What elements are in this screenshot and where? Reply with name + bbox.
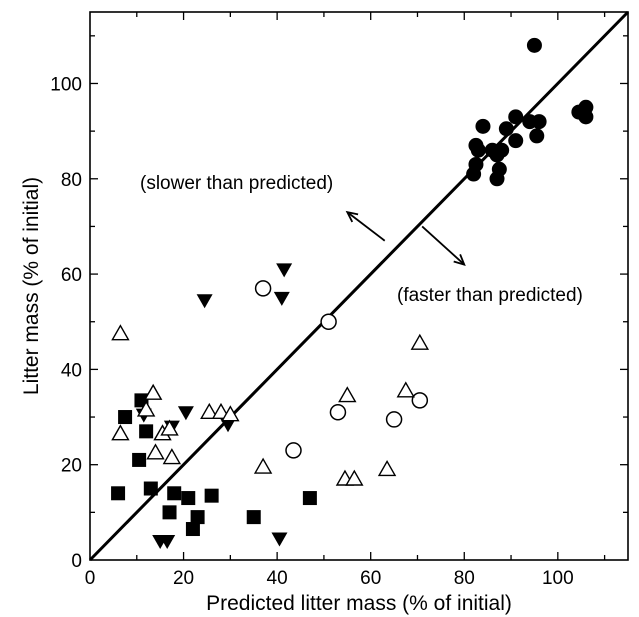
point-filled-circle — [508, 133, 524, 149]
x-tick-label: 40 — [267, 568, 288, 589]
point-filled-circle — [508, 109, 524, 125]
point-open-circle — [329, 404, 347, 421]
point-filled-circle — [529, 128, 545, 144]
y-tick-label: 40 — [61, 360, 82, 381]
point-filled-square — [167, 486, 182, 501]
point-open-circle — [320, 313, 337, 330]
faster-arrow-head — [453, 254, 466, 266]
annotation-faster: (faster than predicted) — [397, 285, 583, 306]
x-tick-label: 60 — [360, 568, 381, 589]
point-filled-circle — [498, 121, 514, 137]
x-axis-title: Predicted litter mass (% of initial) — [206, 592, 512, 615]
point-open-triangle-up — [111, 424, 130, 441]
point-filled-square — [204, 488, 219, 503]
point-filled-square — [118, 410, 133, 425]
point-filled-triangle-down — [196, 294, 213, 309]
y-tick-label: 0 — [71, 551, 82, 572]
point-filled-triangle-down — [273, 291, 290, 306]
y-tick-label: 80 — [61, 170, 82, 191]
point-open-triangle-up — [200, 402, 219, 419]
one-to-one-line — [88, 10, 630, 562]
point-open-triangle-up — [410, 333, 430, 350]
point-open-triangle-up — [338, 386, 357, 403]
plot-frame — [89, 11, 629, 561]
point-open-triangle-up — [396, 381, 415, 398]
point-filled-square — [181, 491, 196, 506]
point-filled-triangle-down — [177, 406, 194, 421]
point-open-triangle-up — [221, 405, 240, 422]
point-filled-circle — [468, 156, 484, 172]
point-open-triangle-up — [111, 324, 130, 341]
x-tick-label: 80 — [454, 568, 475, 589]
point-filled-square — [190, 510, 205, 525]
point-open-circle — [385, 411, 403, 428]
point-filled-triangle-down — [276, 263, 293, 278]
point-filled-circle — [468, 137, 484, 153]
point-open-triangle-up — [146, 443, 165, 460]
tick-group: 0 20 40 60 80 100 0 20 40 60 80 100 — [50, 12, 628, 589]
x-tick-label: 0 — [85, 568, 96, 589]
slower-arrow-shaft — [346, 211, 386, 242]
annotation-group: (slower than predicted) (faster than pred… — [140, 173, 583, 306]
point-filled-circle — [531, 114, 547, 130]
y-axis-title: Litter mass (% of initial) — [20, 177, 43, 395]
y-tick-label: 100 — [50, 74, 82, 95]
point-filled-square — [246, 510, 261, 525]
x-tick-label: 20 — [173, 568, 194, 589]
point-filled-circle — [526, 37, 542, 53]
point-filled-circle — [489, 171, 505, 187]
y-tick-label: 60 — [61, 265, 82, 286]
point-open-triangle-up — [377, 460, 397, 477]
y-tick-label: 20 — [61, 456, 82, 477]
point-open-circle — [254, 280, 272, 297]
x-tick-label: 100 — [542, 568, 574, 589]
point-filled-square — [162, 505, 177, 520]
data-points — [111, 37, 594, 549]
point-open-triangle-up — [162, 448, 182, 465]
point-open-triangle-up — [160, 419, 179, 436]
point-open-triangle-up — [136, 400, 156, 417]
point-filled-square — [143, 481, 158, 496]
point-filled-square — [111, 486, 126, 501]
faster-arrow-shaft — [421, 225, 465, 266]
point-filled-circle — [475, 118, 491, 134]
point-filled-circle — [494, 142, 510, 158]
point-filled-circle — [578, 109, 594, 125]
point-filled-square — [185, 522, 200, 537]
point-open-circle — [411, 392, 429, 409]
annotation-slower: (slower than predicted) — [140, 173, 333, 194]
point-open-triangle-up — [253, 457, 273, 474]
slower-arrow-head — [345, 210, 359, 223]
point-filled-square — [302, 491, 317, 506]
point-filled-triangle-down — [220, 418, 237, 433]
point-open-triangle-up — [345, 469, 364, 486]
point-open-circle — [285, 442, 302, 459]
point-filled-triangle-down — [271, 532, 288, 547]
point-filled-square — [139, 424, 154, 439]
point-filled-triangle-down — [159, 534, 176, 549]
point-open-triangle-up — [143, 383, 163, 400]
point-filled-square — [132, 452, 147, 467]
